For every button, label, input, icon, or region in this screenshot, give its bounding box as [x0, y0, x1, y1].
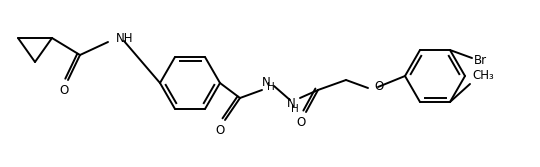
Text: O: O [59, 84, 69, 97]
Text: H: H [291, 104, 299, 114]
Text: Br: Br [474, 53, 487, 66]
Text: O: O [215, 124, 225, 136]
Text: N: N [287, 97, 296, 110]
Text: N: N [262, 75, 271, 89]
Text: CH₃: CH₃ [472, 69, 494, 82]
Text: O: O [296, 116, 306, 128]
Text: H: H [267, 82, 275, 92]
Text: O: O [374, 79, 383, 93]
Text: NH: NH [116, 32, 133, 44]
